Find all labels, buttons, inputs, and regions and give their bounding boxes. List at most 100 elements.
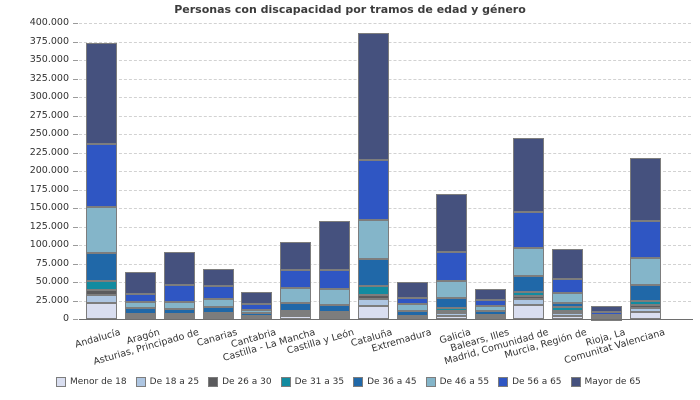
- bar-segment[interactable]: [552, 248, 584, 280]
- bar-segment[interactable]: [280, 313, 312, 316]
- bar-segment[interactable]: [163, 301, 195, 309]
- bar-segment[interactable]: [163, 313, 195, 316]
- bar-segment[interactable]: [357, 299, 389, 306]
- bar-segment[interactable]: [202, 269, 234, 287]
- bar-segment[interactable]: [124, 313, 156, 316]
- bar-segment[interactable]: [86, 144, 117, 208]
- bar-segment[interactable]: [629, 304, 661, 308]
- bar-segment[interactable]: [357, 259, 389, 287]
- legend-label: De 56 a 65: [512, 377, 562, 387]
- bar-segment[interactable]: [319, 316, 351, 319]
- bar-segment[interactable]: [357, 159, 389, 221]
- bar-segment[interactable]: [513, 296, 545, 299]
- bar-segment[interactable]: [163, 251, 195, 285]
- bar-segment[interactable]: [591, 306, 623, 313]
- bar-segment[interactable]: [396, 282, 428, 299]
- bar-segment[interactable]: [86, 207, 117, 253]
- bar-segment[interactable]: [629, 257, 661, 285]
- bar-segment[interactable]: [435, 316, 467, 319]
- bar-segment[interactable]: [124, 272, 156, 294]
- bar-segment[interactable]: [552, 279, 584, 293]
- bar-segment[interactable]: [513, 212, 545, 248]
- bar-segment[interactable]: [474, 311, 506, 316]
- bar-segment[interactable]: [241, 313, 273, 317]
- bar-segment[interactable]: [629, 311, 661, 319]
- bar-segment[interactable]: [435, 313, 467, 317]
- bar-segment[interactable]: [396, 304, 428, 312]
- bar-segment[interactable]: [280, 311, 312, 314]
- bar-segment[interactable]: [86, 42, 117, 145]
- bar-segment[interactable]: [202, 314, 234, 317]
- bar-segment[interactable]: [474, 315, 506, 318]
- bar-segment[interactable]: [396, 311, 428, 316]
- bar-segment[interactable]: [202, 306, 234, 313]
- bar-segment[interactable]: [163, 308, 195, 314]
- bar-segment[interactable]: [629, 158, 661, 222]
- bar-segment[interactable]: [552, 302, 584, 308]
- bar-segment[interactable]: [163, 315, 195, 318]
- y-axis-tick-label: 350.000: [29, 54, 69, 65]
- bar-segment[interactable]: [241, 310, 273, 314]
- bar-segment[interactable]: [513, 247, 545, 276]
- bar-segment[interactable]: [124, 302, 156, 309]
- bar-segment[interactable]: [591, 312, 623, 315]
- bar-segment[interactable]: [280, 316, 312, 319]
- bar-segment[interactable]: [474, 305, 506, 311]
- bar-segment[interactable]: [552, 316, 584, 319]
- bar-segment[interactable]: [629, 301, 661, 305]
- bar-segment[interactable]: [396, 298, 428, 305]
- bar-segment[interactable]: [435, 252, 467, 281]
- bar-segment[interactable]: [86, 303, 117, 319]
- bar-segment[interactable]: [124, 293, 156, 303]
- bar-segment[interactable]: [474, 288, 506, 301]
- bar-segment[interactable]: [513, 138, 545, 213]
- bar-segment[interactable]: [124, 308, 156, 314]
- bar-segment[interactable]: [86, 252, 117, 281]
- bar-segment[interactable]: [319, 270, 351, 289]
- bar-segment[interactable]: [435, 193, 467, 253]
- bar-segment[interactable]: [396, 315, 428, 318]
- bar-segment[interactable]: [202, 312, 234, 315]
- bar-segment[interactable]: [319, 304, 351, 312]
- bar-segment[interactable]: [357, 294, 389, 299]
- bar-segment[interactable]: [552, 310, 584, 314]
- bar-segment[interactable]: [629, 284, 661, 302]
- bar-segment[interactable]: [513, 291, 545, 297]
- bar-segment[interactable]: [319, 220, 351, 271]
- bar-segment[interactable]: [552, 307, 584, 311]
- bar-segment[interactable]: [202, 298, 234, 307]
- bar-segment[interactable]: [357, 305, 389, 319]
- bar-segment[interactable]: [202, 286, 234, 299]
- bar-segment[interactable]: [319, 311, 351, 314]
- bar-segment[interactable]: [552, 313, 584, 317]
- y-axis-tick: [73, 300, 78, 302]
- bar-segment[interactable]: [163, 284, 195, 302]
- bar-segment[interactable]: [357, 32, 389, 160]
- bar-segment[interactable]: [513, 275, 545, 292]
- bar-segment[interactable]: [280, 287, 312, 304]
- bar-segment[interactable]: [513, 299, 545, 305]
- bar-segment[interactable]: [280, 270, 312, 288]
- bar-segment[interactable]: [435, 307, 467, 312]
- bar-segment[interactable]: [513, 304, 545, 319]
- bar-segment[interactable]: [86, 290, 117, 295]
- bar-segment[interactable]: [86, 294, 117, 304]
- bar-segment[interactable]: [435, 311, 467, 314]
- bar-segment[interactable]: [319, 288, 351, 305]
- bar-segment[interactable]: [629, 221, 661, 258]
- bar-segment[interactable]: [435, 280, 467, 298]
- bar-segment[interactable]: [241, 316, 273, 319]
- bar-segment[interactable]: [357, 286, 389, 295]
- bar-segment[interactable]: [86, 280, 117, 291]
- bar-segment[interactable]: [280, 303, 312, 312]
- bar-segment[interactable]: [319, 313, 351, 316]
- bar-segment[interactable]: [241, 303, 273, 311]
- bar-segment[interactable]: [591, 314, 623, 317]
- bar-segment[interactable]: [357, 220, 389, 260]
- bar-segment[interactable]: [629, 307, 661, 312]
- bar-segment[interactable]: [474, 300, 506, 306]
- bar-segment[interactable]: [552, 292, 584, 303]
- bar-segment[interactable]: [435, 297, 467, 308]
- bar-segment[interactable]: [241, 292, 273, 304]
- bar-segment[interactable]: [280, 242, 312, 271]
